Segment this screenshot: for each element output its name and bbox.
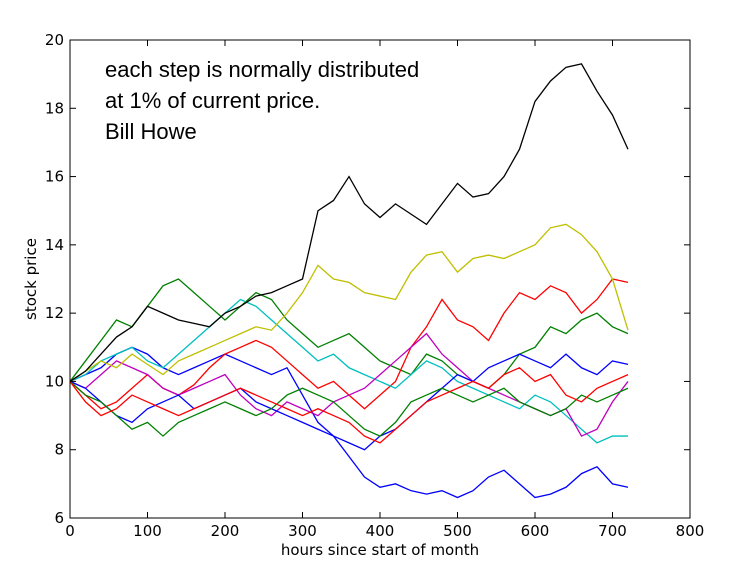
- price-line: [69, 353, 629, 451]
- y-tick-label: 20: [45, 31, 64, 49]
- x-tick-label: 100: [133, 522, 162, 540]
- y-tick-label: 10: [45, 372, 64, 390]
- y-tick-label: 14: [45, 236, 64, 254]
- y-axis-label: stock price: [22, 238, 40, 320]
- price-line: [69, 380, 629, 437]
- x-tick-label: 500: [443, 522, 472, 540]
- y-tick-label: 18: [45, 99, 64, 117]
- x-axis-label: hours since start of month: [281, 541, 479, 559]
- price-line: [69, 278, 629, 390]
- price-line: [69, 332, 629, 437]
- annotation: each step is normally distributed: [105, 57, 419, 82]
- x-tick-label: 700: [598, 522, 627, 540]
- x-tick-label: 0: [65, 522, 75, 540]
- price-line: [69, 367, 629, 444]
- annotation: at 1% of current price.: [105, 88, 320, 113]
- y-tick-label: 12: [45, 304, 64, 322]
- y-tick-label: 6: [54, 509, 64, 527]
- x-tick-label: 800: [676, 522, 705, 540]
- x-tick-label: 600: [521, 522, 550, 540]
- x-tick-label: 400: [366, 522, 395, 540]
- plot-lines: [69, 63, 629, 499]
- price-line: [69, 63, 629, 382]
- x-tick-label: 200: [211, 522, 240, 540]
- price-line: [69, 298, 628, 444]
- annotation: Bill Howe: [105, 119, 197, 144]
- x-tick-label: 300: [288, 522, 317, 540]
- y-tick-label: 8: [54, 441, 64, 459]
- y-tick-label: 16: [45, 168, 64, 186]
- price-line: [69, 223, 629, 382]
